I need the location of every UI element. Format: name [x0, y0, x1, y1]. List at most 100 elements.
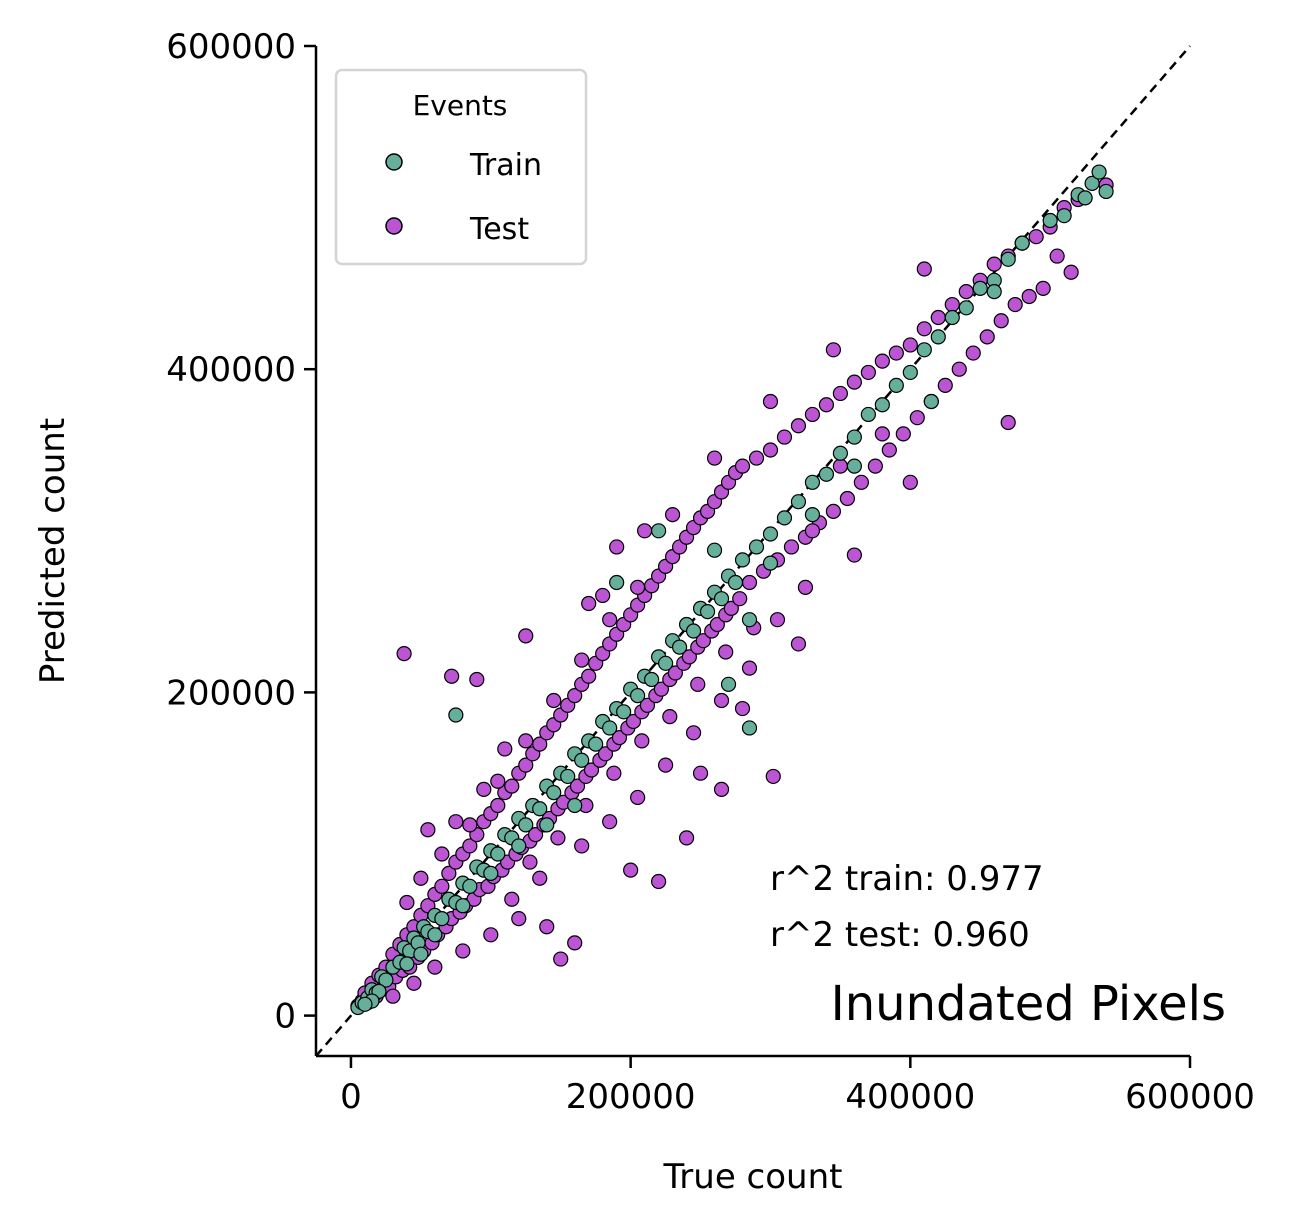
- point-test: [832, 385, 849, 402]
- point-train: [657, 655, 674, 671]
- point-test: [623, 862, 639, 878]
- point-train: [651, 523, 667, 539]
- point-test: [790, 418, 807, 434]
- point-test: [1021, 288, 1037, 305]
- point-test: [909, 410, 925, 426]
- point-test: [637, 523, 653, 539]
- point-test: [569, 778, 586, 794]
- point-test: [597, 746, 614, 762]
- point-test: [902, 474, 918, 490]
- point-test: [657, 757, 674, 773]
- point-train: [378, 972, 394, 988]
- point-train: [741, 720, 758, 736]
- point-test: [902, 337, 918, 353]
- point-test: [567, 935, 583, 951]
- point-test: [532, 870, 548, 886]
- point-test: [846, 374, 862, 390]
- point-train: [1000, 251, 1016, 267]
- legend-label-test: Test: [469, 212, 529, 247]
- point-train: [762, 555, 779, 571]
- point-train: [644, 671, 660, 688]
- point-test: [1035, 280, 1051, 296]
- point-test: [483, 927, 499, 943]
- point-test: [583, 762, 600, 778]
- point-test: [406, 975, 422, 991]
- point-test: [867, 458, 883, 474]
- point-test: [709, 616, 725, 633]
- point-train: [986, 284, 1002, 300]
- point-test: [748, 450, 765, 466]
- point-test: [444, 668, 460, 684]
- point-train: [455, 898, 471, 914]
- point-test: [476, 781, 492, 797]
- chart-title: Inundated Pixels: [831, 976, 1226, 1032]
- point-train: [1042, 212, 1058, 229]
- point-test: [574, 652, 590, 668]
- point-train: [1098, 183, 1114, 200]
- legend: Events Train Test: [334, 68, 588, 266]
- point-test: [427, 959, 443, 975]
- point-test: [692, 765, 709, 781]
- point-train: [630, 688, 646, 704]
- point-test: [916, 321, 932, 337]
- point-test: [527, 827, 544, 843]
- point-test: [706, 450, 723, 466]
- point-test: [574, 838, 590, 854]
- point-test: [881, 442, 897, 458]
- point-test: [662, 709, 678, 725]
- point-train: [888, 377, 904, 393]
- point-test: [762, 442, 779, 458]
- point-train: [539, 817, 555, 833]
- point-test: [765, 768, 781, 785]
- point-train: [567, 797, 583, 814]
- point-test: [511, 911, 527, 927]
- point-test: [713, 781, 730, 797]
- y-tick-label: 400000: [166, 350, 296, 390]
- x-tick-label: 200000: [566, 1077, 696, 1117]
- point-test: [741, 660, 758, 676]
- point-test: [532, 736, 548, 752]
- point-train: [671, 639, 688, 655]
- point-test: [455, 943, 471, 959]
- point-test: [567, 688, 583, 704]
- point-test: [385, 988, 401, 1004]
- point-test: [609, 539, 625, 555]
- point-train: [685, 623, 702, 639]
- point-test: [550, 830, 566, 846]
- x-ticks: 0 200000 400000 600000: [340, 1056, 1255, 1117]
- point-test: [853, 474, 869, 490]
- point-test: [490, 773, 506, 789]
- point-test: [630, 789, 646, 806]
- point-test: [399, 894, 415, 911]
- point-test: [462, 817, 478, 833]
- point-test: [420, 822, 436, 838]
- legend-marker-train: [385, 153, 403, 171]
- point-train: [427, 927, 443, 943]
- point-test: [546, 692, 562, 709]
- point-test: [695, 633, 711, 649]
- point-test: [639, 697, 656, 713]
- point-test: [839, 490, 855, 507]
- point-test: [1007, 296, 1023, 313]
- point-train: [434, 911, 450, 927]
- point-train: [413, 946, 429, 962]
- point-train: [532, 801, 548, 817]
- point-test: [944, 296, 960, 313]
- point-test: [916, 261, 932, 277]
- point-test: [958, 284, 974, 300]
- point-train: [790, 494, 807, 510]
- point-train: [776, 510, 793, 526]
- point-test: [846, 547, 862, 563]
- point-test: [581, 595, 597, 612]
- point-test: [518, 757, 534, 773]
- point-train: [574, 752, 590, 768]
- point-test: [490, 797, 506, 814]
- point-train: [483, 865, 499, 881]
- point-test: [979, 329, 995, 345]
- point-test: [895, 426, 911, 442]
- r2-test-annotation: r^2 test: 0.960: [770, 915, 1030, 955]
- point-test: [951, 361, 967, 377]
- point-test: [441, 865, 457, 881]
- point-test: [611, 730, 628, 746]
- point-test: [553, 951, 569, 967]
